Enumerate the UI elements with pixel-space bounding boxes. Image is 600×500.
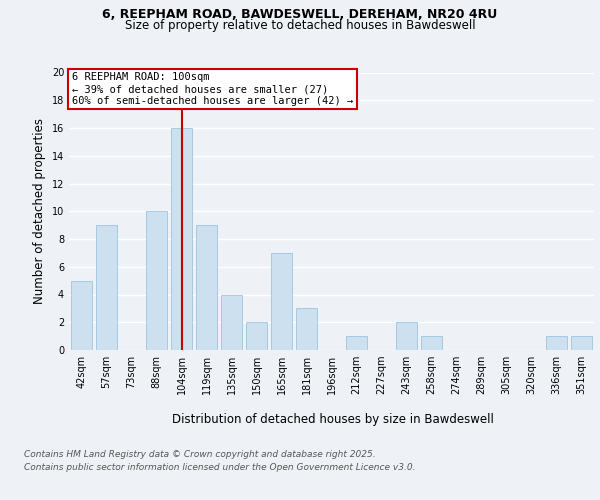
Bar bbox=[171, 128, 192, 350]
Bar bbox=[71, 280, 92, 350]
Bar bbox=[421, 336, 442, 350]
Text: Distribution of detached houses by size in Bawdeswell: Distribution of detached houses by size … bbox=[172, 412, 494, 426]
Bar bbox=[246, 322, 267, 350]
Y-axis label: Number of detached properties: Number of detached properties bbox=[33, 118, 46, 304]
Bar bbox=[546, 336, 567, 350]
Text: 6, REEPHAM ROAD, BAWDESWELL, DEREHAM, NR20 4RU: 6, REEPHAM ROAD, BAWDESWELL, DEREHAM, NR… bbox=[103, 8, 497, 20]
Bar bbox=[271, 253, 292, 350]
Bar bbox=[221, 294, 242, 350]
Bar bbox=[96, 225, 117, 350]
Bar bbox=[571, 336, 592, 350]
Text: Contains HM Land Registry data © Crown copyright and database right 2025.: Contains HM Land Registry data © Crown c… bbox=[24, 450, 376, 459]
Bar bbox=[346, 336, 367, 350]
Text: Size of property relative to detached houses in Bawdeswell: Size of property relative to detached ho… bbox=[125, 18, 475, 32]
Bar bbox=[146, 211, 167, 350]
Bar bbox=[196, 225, 217, 350]
Text: Contains public sector information licensed under the Open Government Licence v3: Contains public sector information licen… bbox=[24, 462, 415, 471]
Bar bbox=[296, 308, 317, 350]
Text: 6 REEPHAM ROAD: 100sqm
← 39% of detached houses are smaller (27)
60% of semi-det: 6 REEPHAM ROAD: 100sqm ← 39% of detached… bbox=[71, 72, 353, 106]
Bar bbox=[396, 322, 417, 350]
